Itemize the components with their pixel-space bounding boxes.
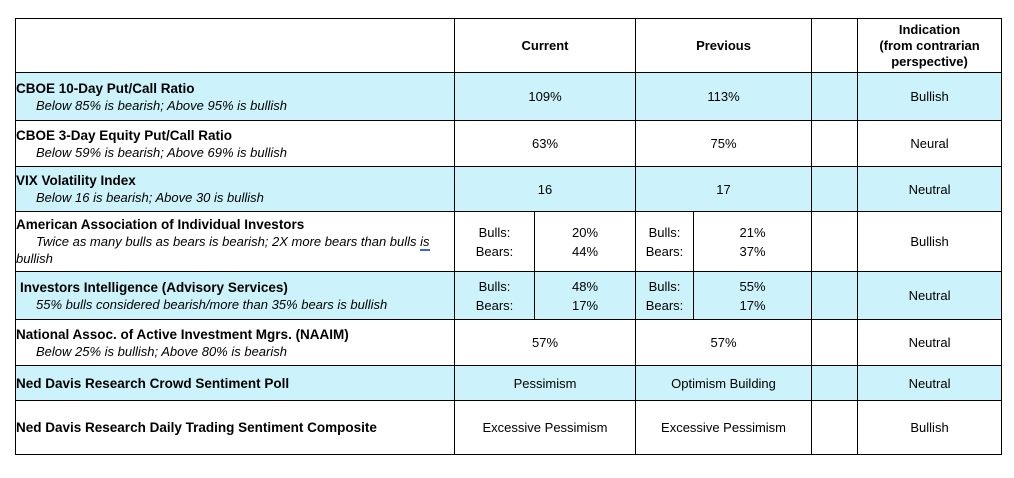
indication-cell: Neutral — [857, 365, 1003, 401]
header-row: Current Previous Indication (from contra… — [15, 18, 1003, 73]
indicator-cell: CBOE 3-Day Equity Put/Call Ratio Below 5… — [15, 120, 455, 167]
indicator-subtitle: Twice as many bulls as bears is bearish;… — [16, 233, 454, 267]
indicator-cell: Investors Intelligence (Advisory Service… — [15, 271, 455, 320]
indicator-title: American Association of Individual Inves… — [16, 217, 305, 232]
previous-labels-cell: Bulls: Bears: — [635, 271, 695, 320]
previous-cell: 75% — [635, 120, 813, 167]
indicator-subtitle: 55% bulls considered bearish/more than 3… — [36, 296, 388, 312]
current-cell: 16 — [453, 166, 637, 212]
col-header-indication: Indication (from contrarian perspective) — [857, 18, 1003, 73]
spacer-cell — [811, 211, 859, 272]
previous-cell: 57% — [635, 319, 813, 366]
current-cell: 63% — [453, 120, 637, 167]
current-labels-cell: Bulls: Bears: — [454, 271, 535, 320]
indication-cell: Bullish — [857, 72, 1003, 121]
previous-values-cell: 55% 17% — [693, 271, 813, 320]
current-cell: 109% — [453, 72, 637, 121]
indicator-title: Ned Davis Research Daily Trading Sentime… — [16, 420, 377, 435]
indicator-subtitle: Below 85% is bearish; Above 95% is bulli… — [36, 97, 287, 113]
indicator-subtitle: Below 16 is bearish; Above 30 is bullish — [36, 190, 264, 205]
table-row-naaim: National Assoc. of Active Investment Mgr… — [15, 319, 1003, 366]
sentiment-table: Current Previous Indication (from contra… — [15, 18, 1003, 455]
spacer-cell — [811, 166, 859, 212]
spacer-cell — [811, 271, 859, 320]
spacer-cell — [811, 120, 859, 167]
table-row-aaii: American Association of Individual Inves… — [15, 211, 1003, 272]
table-row-vix: VIX Volatility Index Below 16 is bearish… — [15, 166, 1003, 212]
previous-cell: 17 — [635, 166, 813, 212]
table-row-cboe-10day: CBOE 10-Day Put/Call Ratio Below 85% is … — [15, 72, 1003, 121]
indication-cell: Neutral — [857, 166, 1003, 212]
previous-values-cell: 21% 37% — [693, 211, 813, 272]
col-header-spacer — [811, 18, 859, 73]
indicator-title: CBOE 3-Day Equity Put/Call Ratio — [16, 127, 233, 143]
indication-cell: Neural — [857, 120, 1003, 167]
indicator-title: National Assoc. of Active Investment Mgr… — [16, 326, 349, 342]
indicator-subtitle: Below 25% is bullish; Above 80% is beari… — [36, 343, 287, 359]
table-row-investors-intelligence: Investors Intelligence (Advisory Service… — [15, 271, 1003, 320]
indicator-cell: American Association of Individual Inves… — [15, 211, 455, 272]
indicator-cell: CBOE 10-Day Put/Call Ratio Below 85% is … — [15, 72, 455, 121]
table-row-ndr-daily-trading: Ned Davis Research Daily Trading Sentime… — [15, 400, 1003, 455]
indicator-title: Investors Intelligence (Advisory Service… — [20, 279, 288, 295]
current-labels-cell: Bulls: Bears: — [454, 211, 535, 272]
previous-cell: Excessive Pessimism — [635, 400, 813, 455]
indication-cell: Neutral — [857, 271, 1003, 320]
indicator-title: CBOE 10-Day Put/Call Ratio — [16, 80, 195, 96]
subtitle-grammar-underline: is — [420, 234, 430, 251]
indicator-subtitle: Below 59% is bearish; Above 69% is bulli… — [36, 144, 287, 160]
indication-cell: Bullish — [857, 400, 1003, 455]
current-cell: Pessimism — [453, 365, 637, 401]
previous-labels-cell: Bulls: Bears: — [635, 211, 695, 272]
current-values-cell: 48% 17% — [533, 271, 637, 320]
subtitle-text: bullish — [16, 251, 53, 266]
spacer-cell — [811, 400, 859, 455]
spacer-cell — [811, 365, 859, 401]
indication-cell: Neutral — [857, 319, 1003, 366]
indication-cell: Bullish — [857, 211, 1003, 272]
current-cell: Excessive Pessimism — [453, 400, 637, 455]
subtitle-text: Twice as many bulls as bears is bearish;… — [36, 234, 421, 249]
indicator-cell: Ned Davis Research Daily Trading Sentime… — [15, 400, 455, 455]
indicator-cell: National Assoc. of Active Investment Mgr… — [15, 319, 455, 366]
indicator-cell: Ned Davis Research Crowd Sentiment Poll — [15, 365, 455, 401]
current-values-cell: 20% 44% — [533, 211, 637, 272]
indicator-title: VIX Volatility Index — [16, 173, 136, 188]
col-header-previous: Previous — [635, 18, 813, 73]
table-row-ndr-crowd-sentiment: Ned Davis Research Crowd Sentiment Poll … — [15, 365, 1003, 401]
previous-cell: 113% — [635, 72, 813, 121]
indicator-title: Ned Davis Research Crowd Sentiment Poll — [16, 375, 290, 391]
col-header-current: Current — [453, 18, 637, 73]
previous-cell: Optimism Building — [635, 365, 813, 401]
current-cell: 57% — [453, 319, 637, 366]
col-header-indicator — [15, 18, 455, 73]
table-row-cboe-3day: CBOE 3-Day Equity Put/Call Ratio Below 5… — [15, 120, 1003, 167]
indicator-cell: VIX Volatility Index Below 16 is bearish… — [15, 166, 455, 212]
spacer-cell — [811, 72, 859, 121]
spacer-cell — [811, 319, 859, 366]
